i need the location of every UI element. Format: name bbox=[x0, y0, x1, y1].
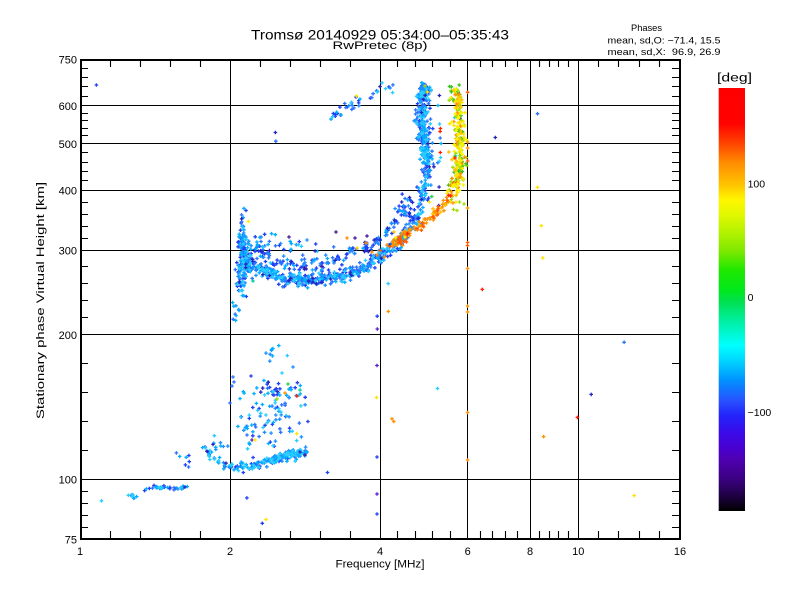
svg-text:750: 750 bbox=[59, 54, 77, 66]
svg-text:RwPretec (8p): RwPretec (8p) bbox=[333, 40, 428, 52]
svg-text:600: 600 bbox=[59, 101, 77, 113]
svg-text:2: 2 bbox=[227, 546, 233, 558]
svg-text:400: 400 bbox=[59, 185, 77, 197]
svg-text:[deg]: [deg] bbox=[717, 73, 752, 85]
svg-text:Tromsø 20140929 05:34:00–05:35: Tromsø 20140929 05:34:00–05:35:43 bbox=[251, 28, 509, 43]
svg-text:200: 200 bbox=[59, 330, 77, 342]
svg-text:8: 8 bbox=[527, 546, 533, 558]
svg-text:300: 300 bbox=[59, 245, 77, 257]
svg-text:6: 6 bbox=[465, 546, 471, 558]
svg-text:1: 1 bbox=[77, 546, 83, 558]
svg-text:100: 100 bbox=[59, 474, 77, 486]
svg-text:10: 10 bbox=[572, 546, 584, 558]
svg-text:75: 75 bbox=[65, 534, 77, 546]
svg-text:500: 500 bbox=[59, 139, 77, 151]
svg-text:mean, sd,X: 96.9, 26.9: mean, sd,X: 96.9, 26.9 bbox=[608, 47, 721, 58]
svg-text:0: 0 bbox=[748, 292, 754, 304]
svg-text:mean, sd,O: −71.4, 15.5: mean, sd,O: −71.4, 15.5 bbox=[608, 35, 721, 46]
svg-text:100: 100 bbox=[748, 178, 766, 190]
svg-text:16: 16 bbox=[674, 546, 686, 558]
svg-text:Stationary phase Virtual Heigh: Stationary phase Virtual Height [km] bbox=[35, 182, 47, 419]
svg-text:Phases: Phases bbox=[631, 23, 662, 34]
svg-text:Frequency [MHz]: Frequency [MHz] bbox=[336, 559, 425, 571]
svg-text:−100: −100 bbox=[748, 407, 772, 419]
svg-text:4: 4 bbox=[377, 546, 383, 558]
